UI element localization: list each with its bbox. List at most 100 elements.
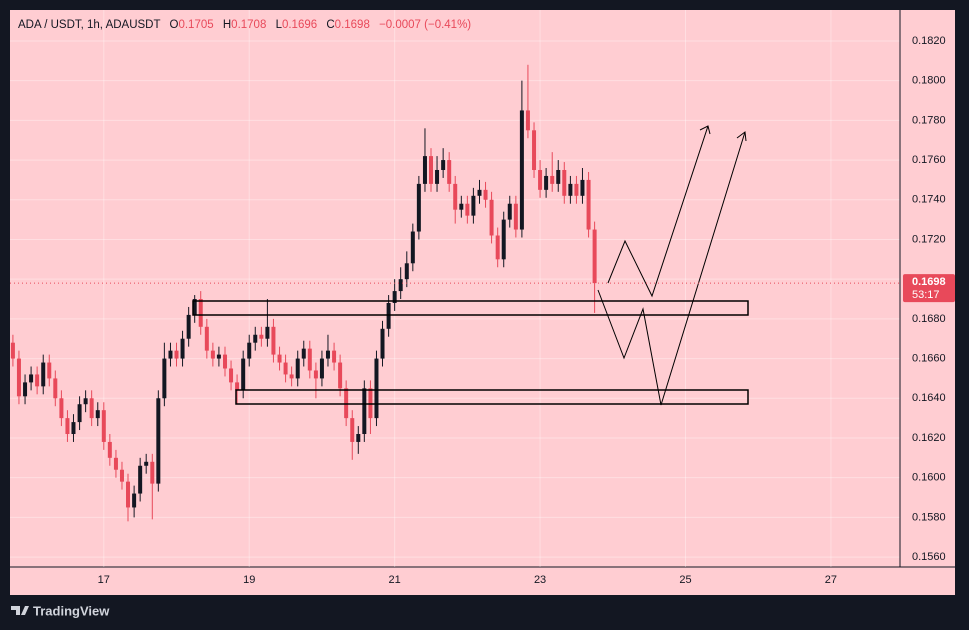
y-tick-label: 0.1620 <box>912 432 946 444</box>
candle-body <box>332 350 337 363</box>
candle-body <box>441 160 446 170</box>
candle-body <box>113 457 118 470</box>
candle-body <box>16 358 21 397</box>
ohlc-value: 0.1696 <box>282 19 317 31</box>
ohlc-label: C <box>326 19 334 31</box>
brand-logo: TradingView <box>11 603 110 618</box>
candle-body <box>265 326 270 339</box>
candle-body <box>253 334 258 343</box>
countdown-label: 53:17 <box>912 289 940 301</box>
candle-body <box>362 388 367 435</box>
y-tick-label: 0.1580 <box>912 511 946 523</box>
candle-body <box>459 203 464 210</box>
candle-body <box>71 422 76 435</box>
candle-body <box>301 348 306 359</box>
ohlc-label: L <box>276 19 283 31</box>
candle-body <box>507 203 512 220</box>
candle-body <box>550 175 555 184</box>
candle-body <box>562 169 567 196</box>
candle-body <box>150 461 155 484</box>
candle-body <box>586 179 591 230</box>
candle-body <box>592 229 597 284</box>
candle-body <box>356 434 361 442</box>
candle-body <box>89 398 94 419</box>
candle-body <box>289 374 294 379</box>
zone-box <box>235 389 749 405</box>
candle-body <box>453 183 458 210</box>
last-price-box <box>903 274 955 303</box>
candle-body <box>465 203 470 216</box>
candle-body <box>544 175 549 190</box>
candle-body <box>29 374 34 383</box>
candle-body <box>144 461 149 466</box>
candle-body <box>392 291 397 303</box>
candle-body <box>338 362 343 389</box>
ohlc-value: 0.1705 <box>178 19 213 31</box>
y-tick-label: 0.1600 <box>912 472 946 484</box>
candle-body <box>132 493 137 508</box>
candle-body <box>168 350 173 359</box>
candle-body <box>192 299 197 315</box>
candle-body <box>223 354 228 369</box>
candle-body <box>229 368 234 383</box>
candle-body <box>447 160 452 184</box>
change: −0.0007 (−0.41%) <box>379 19 471 31</box>
y-tick-label: 0.1740 <box>912 194 946 206</box>
candle-body <box>10 342 15 359</box>
ohlc-label: H <box>223 19 231 31</box>
candle-body <box>489 199 494 236</box>
x-tick-label: 25 <box>679 574 691 586</box>
candle-body <box>568 183 573 196</box>
candle-body <box>483 189 488 200</box>
x-tick-label: 23 <box>534 574 546 586</box>
candle-body <box>350 418 355 442</box>
candle-body <box>138 465 143 494</box>
x-tick-label: 21 <box>389 574 401 586</box>
x-tick-label: 17 <box>98 574 110 586</box>
candle-body <box>380 328 385 359</box>
arrow-head <box>736 131 747 142</box>
candle-body <box>368 388 373 419</box>
candle-body <box>35 374 40 387</box>
candle-body <box>410 231 415 264</box>
candle-body <box>307 348 312 371</box>
candle-body <box>538 169 543 190</box>
ohlc-value: 0.1708 <box>231 19 266 31</box>
candle-body <box>574 183 579 196</box>
candle-body <box>580 179 585 196</box>
candle-body <box>532 130 537 170</box>
candle-body <box>404 263 409 280</box>
candle-body <box>65 418 70 435</box>
candle-body <box>83 398 88 405</box>
candle-body <box>429 156 434 184</box>
candle-body <box>41 362 46 387</box>
logo <box>11 606 29 615</box>
candle-body <box>416 183 421 232</box>
candle-body <box>519 110 524 230</box>
candle-body <box>525 110 530 131</box>
candle-body <box>471 195 476 216</box>
candle-body <box>77 404 82 423</box>
y-tick-label: 0.1720 <box>912 233 946 245</box>
candle-body <box>162 358 167 399</box>
arrow-head <box>699 125 711 135</box>
candle-body <box>126 481 131 508</box>
candles <box>10 64 597 522</box>
candle-body <box>204 326 209 351</box>
candle-body <box>259 334 264 339</box>
candle-body <box>277 354 282 363</box>
candle-body <box>119 469 124 482</box>
candle-body <box>374 358 379 419</box>
candle-body <box>107 441 112 458</box>
projection-path <box>597 131 746 406</box>
candle-body <box>216 354 221 359</box>
candle-body <box>241 358 246 391</box>
y-tick-label: 0.1660 <box>912 352 946 364</box>
candle-body <box>386 302 391 329</box>
candle-body <box>435 169 440 184</box>
candle-body <box>23 382 28 397</box>
candle-body <box>422 156 427 184</box>
header: ADA / USDT, 1h, ADAUSDT O0.1705 H0.1708 … <box>18 19 471 31</box>
candle-body <box>156 398 161 484</box>
